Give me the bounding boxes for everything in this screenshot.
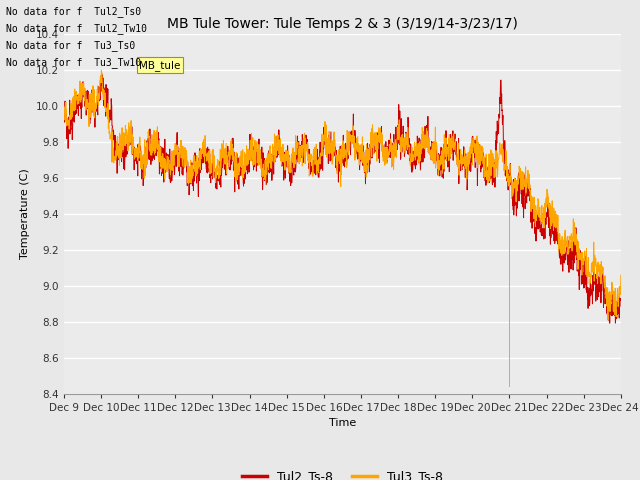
X-axis label: Time: Time bbox=[329, 418, 356, 428]
Text: No data for f  Tu3_Tw10: No data for f Tu3_Tw10 bbox=[6, 57, 141, 68]
Text: MB_tule: MB_tule bbox=[139, 60, 180, 71]
Text: No data for f  Tul2_Tw10: No data for f Tul2_Tw10 bbox=[6, 23, 147, 34]
Title: MB Tule Tower: Tule Temps 2 & 3 (3/19/14-3/23/17): MB Tule Tower: Tule Temps 2 & 3 (3/19/14… bbox=[167, 17, 518, 31]
Y-axis label: Temperature (C): Temperature (C) bbox=[20, 168, 31, 259]
Legend: Tul2_Ts-8, Tul3_Ts-8: Tul2_Ts-8, Tul3_Ts-8 bbox=[237, 465, 448, 480]
Text: No data for f  Tu3_Ts0: No data for f Tu3_Ts0 bbox=[6, 40, 136, 51]
Text: No data for f  Tul2_Ts0: No data for f Tul2_Ts0 bbox=[6, 6, 141, 17]
